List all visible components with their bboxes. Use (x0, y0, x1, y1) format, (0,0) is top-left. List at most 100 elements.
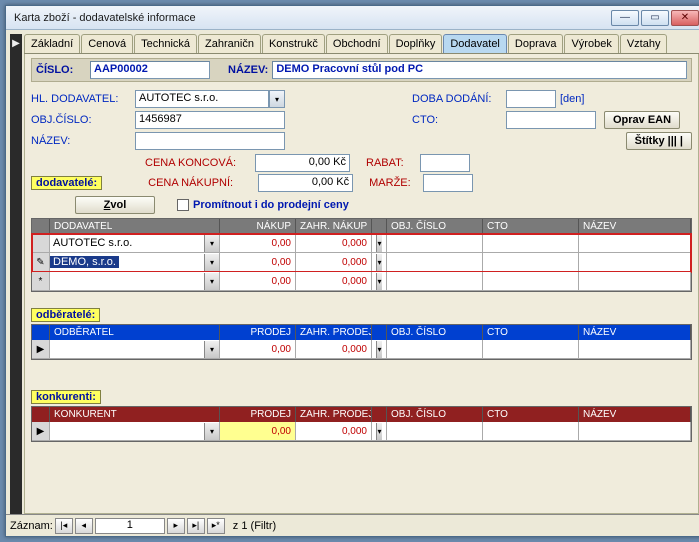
cenanakup-label: CENA NÁKUPNÍ: (148, 177, 254, 189)
dod-section-label: dodavatelé: (31, 176, 102, 190)
g3c2: PRODEJ (220, 407, 296, 422)
chevron-down-icon[interactable]: ▾ (269, 90, 285, 108)
record-selector-bar[interactable]: ▶ (10, 34, 22, 514)
window-buttons: — ▭ ✕ (611, 10, 699, 26)
cenakonc-label: CENA KONCOVÁ: (145, 157, 251, 169)
g1c3: ZAHR. NÁKUP (296, 219, 372, 234)
tab-konstrukč[interactable]: Konstrukč (262, 34, 325, 53)
chevron-down-icon[interactable]: ▾ (376, 341, 382, 358)
nazev-field: DEMO Pracovní stůl pod PC (272, 61, 687, 79)
table-row[interactable]: ▶▾0,000,000▾ (32, 340, 691, 359)
content-area: ▶ ZákladníCenováTechnickáZahraničnKonstr… (6, 30, 699, 514)
chevron-down-icon[interactable]: ▾ (204, 423, 219, 440)
g3c6: NÁZEV (579, 407, 691, 422)
tab-cenová[interactable]: Cenová (81, 34, 133, 53)
hldod-combo[interactable]: AUTOTEC s.r.o. ▾ (135, 90, 285, 108)
doba-label: DOBA DODÁNÍ: (412, 93, 502, 105)
tab-strip: ZákladníCenováTechnickáZahraničnKonstruk… (24, 34, 699, 54)
app-window: Karta zboží - dodavatelské informace — ▭… (5, 5, 699, 537)
maximize-button[interactable]: ▭ (641, 10, 669, 26)
main-panel: ZákladníCenováTechnickáZahraničnKonstruk… (24, 34, 699, 514)
g1c1: DODAVATEL (50, 219, 220, 234)
doba-field[interactable] (506, 90, 556, 108)
odb-section-label: odběratelé: (31, 308, 100, 322)
cto-field[interactable] (506, 111, 596, 129)
tab-doprava[interactable]: Doprava (508, 34, 564, 53)
promit-label: Promítnout i do prodejní ceny (193, 199, 349, 211)
doba-unit: [den] (560, 93, 584, 105)
tab-dodavatel[interactable]: Dodavatel (443, 34, 507, 53)
minimize-button[interactable]: — (611, 10, 639, 26)
promit-checkbox[interactable]: Promítnout i do prodejní ceny (177, 199, 349, 211)
g3c1: KONKURENT (50, 407, 220, 422)
chevron-down-icon[interactable]: ▾ (376, 235, 382, 252)
marze-field[interactable] (423, 174, 473, 192)
tab-doplňky[interactable]: Doplňky (389, 34, 443, 53)
grid3-head: KONKURENT PRODEJ ZAHR. PRODEJ OBJ. ČÍSLO… (32, 407, 691, 422)
g2c5: CTO (483, 325, 579, 340)
rabat-field[interactable] (420, 154, 470, 172)
chevron-down-icon[interactable]: ▾ (376, 423, 382, 440)
objcislo-label: OBJ.ČÍSLO: (31, 114, 131, 126)
tab-základní[interactable]: Základní (24, 34, 80, 53)
chevron-down-icon[interactable]: ▾ (376, 273, 382, 290)
nav-prev-button[interactable]: ◂ (75, 518, 93, 534)
cto-label: CTO: (412, 114, 502, 126)
table-row[interactable]: ✎DEMO, s.r.o.▾0,000,000▾ (32, 253, 691, 272)
chevron-down-icon[interactable]: ▾ (204, 341, 219, 358)
g3c4: OBJ. ČÍSLO (387, 407, 483, 422)
tab-zahraničn[interactable]: Zahraničn (198, 34, 261, 53)
checkbox-icon[interactable] (177, 199, 189, 211)
grid1-body: AUTOTEC s.r.o.▾0,000,000▾✎DEMO, s.r.o.▾0… (32, 234, 691, 272)
grid3-body: ▶▾0,000,000▾ (32, 422, 691, 441)
dodavatele-grid: DODAVATEL NÁKUP ZAHR. NÁKUP OBJ. ČÍSLO C… (31, 218, 692, 292)
nav-first-button[interactable]: |◂ (55, 518, 73, 534)
tab-výrobek[interactable]: Výrobek (564, 34, 618, 53)
record-navbar: Záznam: |◂ ◂ 1 ▸ ▸| ▸* z 1 (Filtr) (6, 514, 699, 536)
cenakonc-field[interactable]: 0,00 Kč (255, 154, 350, 172)
table-row[interactable]: *▾0,000,000▾ (32, 272, 691, 291)
cislo-field: AAP00002 (90, 61, 210, 79)
topnazev-label: NÁZEV: (31, 135, 131, 147)
chevron-down-icon[interactable]: ▾ (376, 254, 382, 271)
stitky-button[interactable]: Štítky ||| | (626, 132, 692, 150)
window-title: Karta zboží - dodavatelské informace (10, 12, 611, 24)
g2c2: PRODEJ (220, 325, 296, 340)
kon-section-label: konkurenti: (31, 390, 101, 404)
g3c3: ZAHR. PRODEJ (296, 407, 372, 422)
nav-of: z 1 (Filtr) (233, 520, 276, 532)
grid1-body2: *▾0,000,000▾ (32, 272, 691, 291)
header-row: ČÍSLO: AAP00002 NÁZEV: DEMO Pracovní stů… (31, 58, 692, 82)
chevron-down-icon[interactable]: ▾ (204, 254, 219, 271)
g2c6: NÁZEV (579, 325, 691, 340)
table-row[interactable]: AUTOTEC s.r.o.▾0,000,000▾ (32, 234, 691, 253)
topnazev-field[interactable] (135, 132, 285, 150)
konkurenti-grid: KONKURENT PRODEJ ZAHR. PRODEJ OBJ. ČÍSLO… (31, 406, 692, 442)
nav-next-button[interactable]: ▸ (167, 518, 185, 534)
top-form: HL. DODAVATEL: AUTOTEC s.r.o. ▾ OBJ.ČÍSL… (31, 90, 692, 150)
grid2-body: ▶▾0,000,000▾ (32, 340, 691, 359)
tab-vztahy[interactable]: Vztahy (620, 34, 668, 53)
table-row[interactable]: ▶▾0,000,000▾ (32, 422, 691, 441)
nav-label: Záznam: (10, 520, 53, 532)
tab-technická[interactable]: Technická (134, 34, 197, 53)
g1c2: NÁKUP (220, 219, 296, 234)
nav-pos-field[interactable]: 1 (95, 518, 165, 534)
chevron-down-icon[interactable]: ▾ (204, 273, 219, 290)
nav-new-button[interactable]: ▸* (207, 518, 225, 534)
opravean-button[interactable]: Oprav EAN (604, 111, 680, 129)
g3c5: CTO (483, 407, 579, 422)
cenanakup-field[interactable]: 0,00 Kč (258, 174, 353, 192)
marze-label: MARŽE: (369, 177, 419, 189)
odberatele-grid: ODBĚRATEL PRODEJ ZAHR. PRODEJ OBJ. ČÍSLO… (31, 324, 692, 360)
close-button[interactable]: ✕ (671, 10, 699, 26)
chevron-down-icon[interactable]: ▾ (204, 235, 219, 252)
zvol-button[interactable]: ZZvolvol (75, 196, 155, 214)
g1c4: OBJ. ČÍSLO (387, 219, 483, 234)
tab-obchodní[interactable]: Obchodní (326, 34, 388, 53)
grid1-head: DODAVATEL NÁKUP ZAHR. NÁKUP OBJ. ČÍSLO C… (32, 219, 691, 234)
nav-last-button[interactable]: ▸| (187, 518, 205, 534)
objcislo-field[interactable]: 1456987 (135, 111, 285, 129)
g1c5: CTO (483, 219, 579, 234)
g2c3: ZAHR. PRODEJ (296, 325, 372, 340)
